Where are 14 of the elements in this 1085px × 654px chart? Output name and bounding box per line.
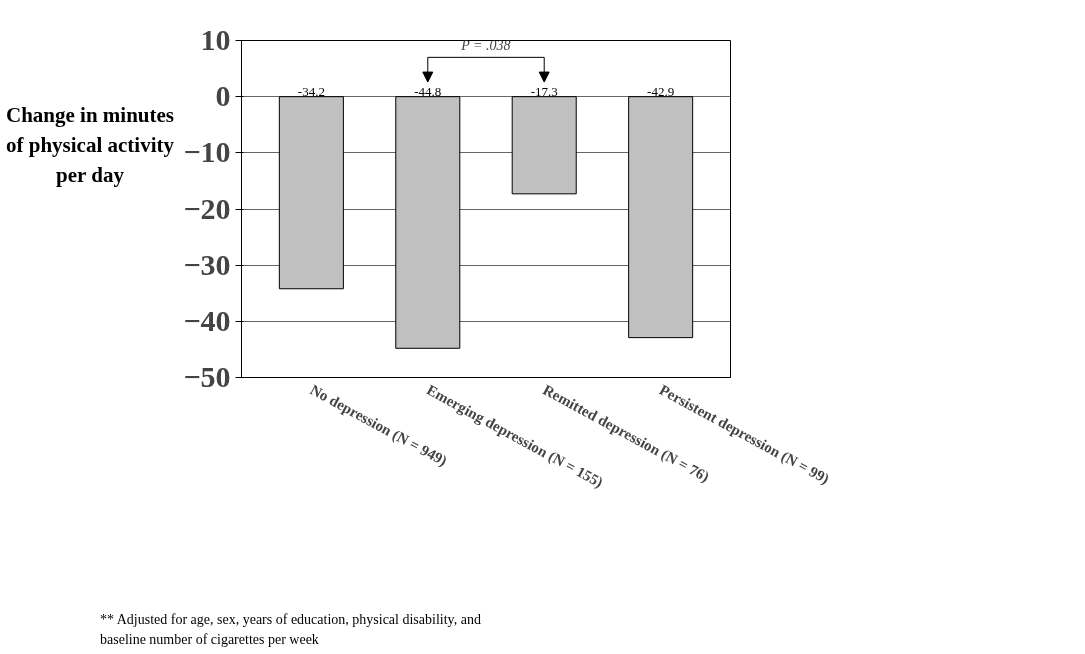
y-tick-label: −50 bbox=[183, 360, 231, 393]
y-tick-label: −10 bbox=[183, 135, 231, 169]
y-tick-label: −30 bbox=[183, 247, 231, 281]
y-tick-label: −20 bbox=[183, 191, 231, 225]
y-tick-label: 0 bbox=[215, 79, 231, 113]
data-label: -17.3 bbox=[530, 83, 558, 99]
data-label: -42.9 bbox=[647, 83, 675, 99]
y-axis-title: Change in minutes of physical activity per day bbox=[5, 102, 175, 189]
annotation: P = .038 bbox=[460, 38, 511, 54]
text: ** Adjusted for age, sex, years of education, physical disability, and baseline number of cigarettes per week bbox=[100, 611, 482, 649]
data-label: -34.2 bbox=[297, 83, 325, 99]
y-tick-label: 10 bbox=[200, 23, 231, 56]
data-label: -44.8 bbox=[414, 83, 442, 99]
y-tick-label: −40 bbox=[183, 303, 231, 337]
